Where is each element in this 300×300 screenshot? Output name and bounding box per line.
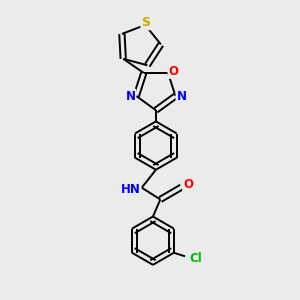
Text: HN: HN (121, 183, 140, 196)
Text: S: S (141, 16, 150, 29)
Text: O: O (183, 178, 193, 191)
Text: O: O (168, 65, 178, 78)
Text: N: N (125, 89, 135, 103)
Text: Cl: Cl (189, 252, 202, 265)
Text: N: N (176, 89, 186, 103)
